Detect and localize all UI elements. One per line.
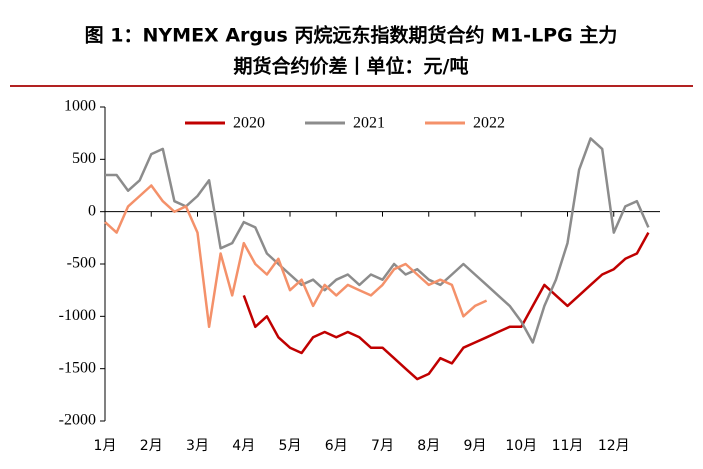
legend-label: 2020: [233, 115, 265, 132]
x-tick-label: 11月: [552, 438, 584, 454]
x-tick-label: 8月: [417, 438, 440, 454]
data-line: [104, 184, 488, 329]
x-tick-label: 3月: [186, 438, 209, 454]
x-tick-label: 10月: [505, 438, 537, 454]
y-tick-label: -1000: [59, 307, 96, 324]
chart-title: 图 1：NYMEX Argus 丙烷远东指数期货合约 M1-LPG 主力: [85, 24, 618, 47]
legend-label: 2022: [473, 115, 505, 132]
x-tick-label: 6月: [325, 438, 348, 454]
x-tick-label: 9月: [464, 438, 487, 454]
x-tick-label: 2月: [140, 438, 163, 454]
y-tick-label: -1500: [59, 359, 96, 376]
x-tick-label: 7月: [371, 438, 394, 454]
data-line: [105, 137, 650, 344]
y-tick-label: 500: [72, 150, 96, 167]
x-tick-label: 4月: [232, 438, 255, 454]
x-tick-label: 1月: [94, 438, 117, 454]
y-tick-label: 0: [88, 202, 96, 219]
x-tick-label: 12月: [598, 438, 630, 454]
data-line: [242, 231, 650, 381]
y-tick-label: 1000: [64, 98, 96, 115]
chart-title: 期货合约价差丨单位：元/吨: [234, 55, 469, 78]
x-tick-label: 5月: [279, 438, 302, 454]
legend-label: 2021: [353, 115, 385, 132]
y-tick-label: -500: [67, 255, 96, 272]
y-tick-label: -2000: [59, 412, 96, 429]
